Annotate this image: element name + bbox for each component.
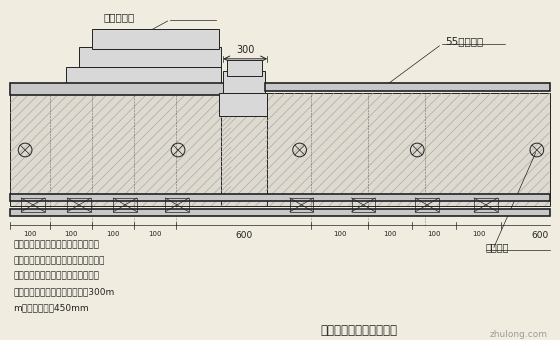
Bar bbox=[265, 93, 549, 206]
Text: 柱两侧第一排止水螺杆竖向间距300m: 柱两侧第一排止水螺杆竖向间距300m bbox=[13, 287, 115, 296]
Text: 100: 100 bbox=[148, 231, 162, 237]
Text: 注：大模板与小锂模连接处，定型作: 注：大模板与小锂模连接处，定型作 bbox=[13, 240, 99, 249]
Text: 100: 100 bbox=[64, 231, 77, 237]
Bar bbox=[67, 198, 91, 212]
Bar bbox=[21, 198, 45, 212]
Text: m，其余间距为450mm: m，其余间距为450mm bbox=[13, 303, 89, 312]
Text: 600: 600 bbox=[531, 231, 548, 240]
Bar bbox=[290, 198, 314, 212]
Bar bbox=[66, 67, 221, 86]
Text: 接固定，墙面支撑体系按照常规做法: 接固定，墙面支撑体系按照常规做法 bbox=[13, 272, 99, 280]
Text: 55型锂模板: 55型锂模板 bbox=[445, 36, 483, 46]
Bar bbox=[11, 83, 231, 95]
Bar bbox=[265, 83, 549, 91]
Bar bbox=[416, 198, 439, 212]
Text: 600: 600 bbox=[235, 231, 253, 240]
Bar bbox=[79, 47, 221, 67]
Text: 止水螺杆: 止水螺杆 bbox=[486, 242, 510, 252]
Bar bbox=[92, 29, 219, 49]
Bar bbox=[221, 93, 267, 206]
Text: 成与小锂模孔径对应，用山型卡满布连: 成与小锂模孔径对应，用山型卡满布连 bbox=[13, 256, 105, 265]
Bar bbox=[474, 198, 498, 212]
Bar bbox=[113, 198, 137, 212]
Bar bbox=[165, 198, 189, 212]
Text: 100: 100 bbox=[428, 231, 441, 237]
Bar bbox=[219, 93, 267, 116]
Text: 300: 300 bbox=[236, 45, 254, 55]
Text: 大模板与小锂模连接构造: 大模板与小锂模连接构造 bbox=[320, 323, 397, 337]
Text: 100: 100 bbox=[333, 231, 347, 237]
Bar bbox=[11, 194, 549, 201]
Bar bbox=[227, 60, 262, 76]
Text: 100: 100 bbox=[384, 231, 397, 237]
Text: 100: 100 bbox=[472, 231, 486, 237]
Text: 100: 100 bbox=[24, 231, 37, 237]
Text: 定型锂模板: 定型锂模板 bbox=[104, 13, 135, 23]
Bar bbox=[352, 198, 375, 212]
Bar bbox=[223, 71, 265, 93]
Bar bbox=[11, 93, 231, 206]
Text: 100: 100 bbox=[106, 231, 120, 237]
Text: zhulong.com: zhulong.com bbox=[489, 330, 548, 339]
Bar bbox=[11, 209, 549, 216]
